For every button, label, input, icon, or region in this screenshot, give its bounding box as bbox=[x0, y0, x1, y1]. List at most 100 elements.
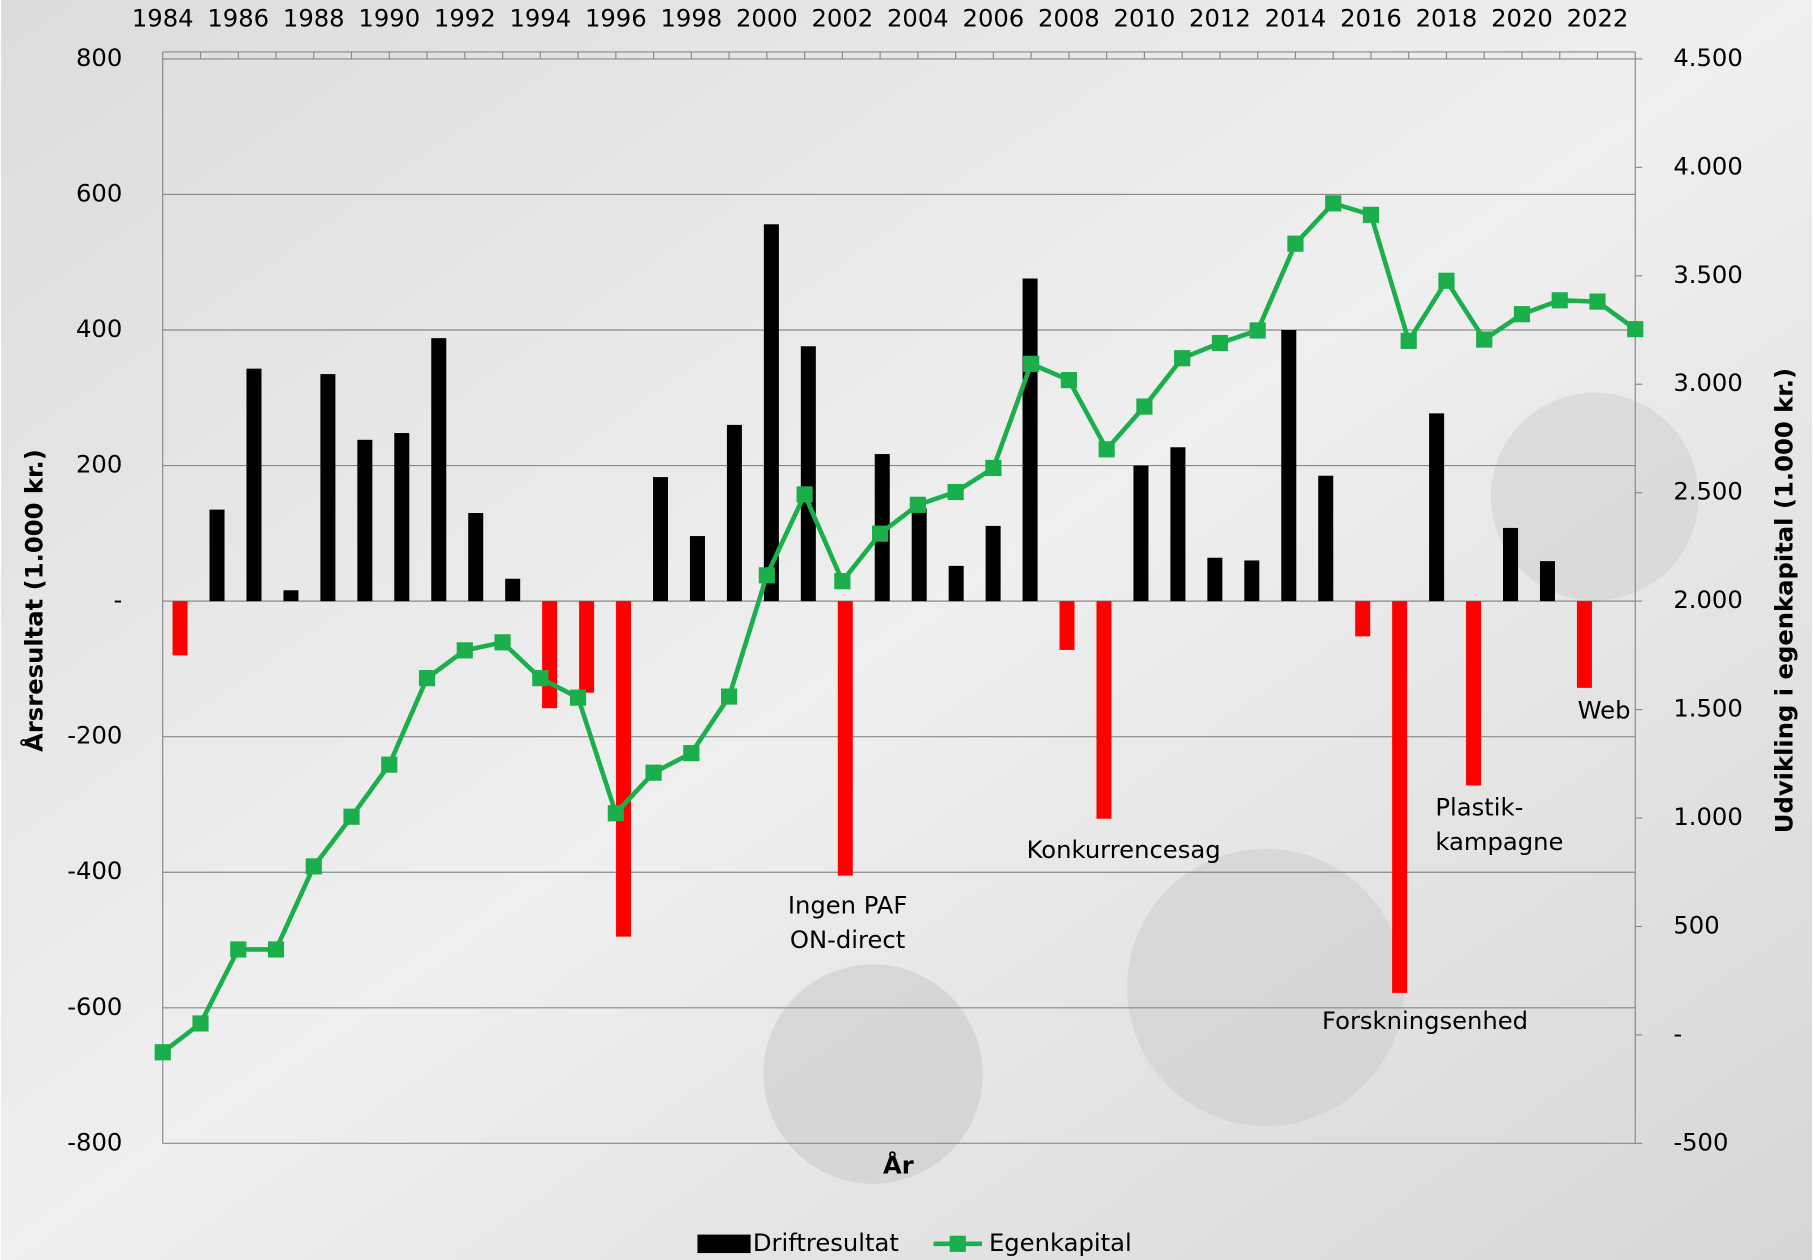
legend-swatch bbox=[950, 1236, 966, 1252]
line-marker bbox=[1476, 331, 1492, 347]
annotation: Forskningsenhed bbox=[1322, 1006, 1528, 1035]
bar bbox=[1207, 558, 1222, 601]
legend-swatch bbox=[697, 1235, 750, 1253]
line-marker bbox=[683, 745, 699, 761]
x-tick-label: 2016 bbox=[1340, 4, 1402, 33]
bar bbox=[283, 590, 298, 601]
bar bbox=[579, 601, 594, 693]
x-tick-label: 1994 bbox=[509, 4, 571, 33]
annotation: ON-direct bbox=[790, 925, 905, 954]
bar bbox=[1355, 601, 1370, 636]
bar bbox=[357, 440, 372, 601]
y-tick-label: -400 bbox=[67, 856, 122, 885]
x-tick-label: 2002 bbox=[811, 4, 873, 33]
line-marker bbox=[985, 460, 1001, 476]
line-marker bbox=[645, 765, 661, 781]
bar bbox=[173, 601, 188, 655]
x-tick-label: 2022 bbox=[1567, 4, 1629, 33]
line-marker bbox=[1401, 333, 1417, 349]
line-marker bbox=[1023, 356, 1039, 372]
line-marker bbox=[1212, 335, 1228, 351]
line-marker bbox=[1627, 321, 1643, 337]
coin-decoration bbox=[1127, 849, 1404, 1126]
y-tick-label: -200 bbox=[67, 721, 122, 750]
y2-tick-label: 4.500 bbox=[1673, 43, 1742, 72]
x-axis-title: År bbox=[883, 1150, 914, 1179]
y-tick-label: 600 bbox=[76, 178, 122, 207]
y2-tick-label: - bbox=[1673, 1019, 1682, 1048]
y-tick-label: -600 bbox=[67, 992, 122, 1021]
annotation: Konkurrencesag bbox=[1027, 835, 1221, 864]
bar bbox=[1503, 528, 1518, 601]
line-marker bbox=[1136, 398, 1152, 414]
y-tick-label: 800 bbox=[76, 43, 122, 72]
annotation: Ingen PAF bbox=[788, 891, 908, 920]
coin-decoration bbox=[763, 964, 982, 1183]
bar bbox=[1023, 279, 1038, 602]
line-marker bbox=[797, 486, 813, 502]
bar bbox=[431, 338, 446, 601]
bar bbox=[949, 566, 964, 601]
y2-tick-label: 1.500 bbox=[1673, 694, 1742, 723]
bar bbox=[1466, 601, 1481, 785]
annotation: Plastik- bbox=[1435, 792, 1523, 821]
line-marker bbox=[230, 941, 246, 957]
y-tick-label: -800 bbox=[67, 1127, 122, 1156]
line-marker bbox=[948, 484, 964, 500]
bar bbox=[1170, 447, 1185, 601]
line-marker bbox=[1099, 441, 1115, 457]
x-tick-label: 1988 bbox=[283, 4, 345, 33]
line-marker bbox=[1287, 236, 1303, 252]
y2-axis-title: Udvikling i egenkapital (1.000 kr.) bbox=[1769, 368, 1798, 833]
bar bbox=[690, 536, 705, 601]
line-marker bbox=[570, 690, 586, 706]
coin-decoration bbox=[1491, 393, 1699, 601]
line-marker bbox=[872, 526, 888, 542]
y-axis-title: Årsresultat (1.000 kr.) bbox=[20, 449, 49, 752]
y2-tick-label: -500 bbox=[1673, 1127, 1728, 1156]
x-tick-label: 1990 bbox=[358, 4, 420, 33]
bar bbox=[653, 477, 668, 601]
line-marker bbox=[608, 805, 624, 821]
bar bbox=[1060, 601, 1075, 650]
bar bbox=[1577, 601, 1592, 688]
annotation: Web bbox=[1578, 695, 1631, 724]
bar bbox=[1540, 561, 1555, 601]
line-marker bbox=[834, 573, 850, 589]
line-marker bbox=[494, 634, 510, 650]
line-marker bbox=[457, 642, 473, 658]
y-tick-label: 400 bbox=[76, 314, 122, 343]
line-marker bbox=[532, 670, 548, 686]
x-tick-label: 1996 bbox=[585, 4, 647, 33]
bar bbox=[764, 224, 779, 601]
x-tick-label: 2006 bbox=[963, 4, 1025, 33]
line-marker bbox=[1514, 306, 1530, 322]
bar bbox=[210, 510, 225, 602]
line-marker bbox=[1174, 350, 1190, 366]
bar bbox=[801, 346, 816, 601]
x-tick-label: 2020 bbox=[1491, 4, 1553, 33]
y2-tick-label: 3.000 bbox=[1673, 368, 1742, 397]
bar bbox=[246, 369, 261, 601]
bar bbox=[1281, 330, 1296, 601]
page: År Årsresultat (1.000 kr.) Udvikling i e… bbox=[0, 0, 1813, 1260]
bar bbox=[1096, 601, 1111, 819]
y2-tick-label: 3.500 bbox=[1673, 260, 1742, 289]
x-tick-label: 2000 bbox=[736, 4, 798, 33]
bar bbox=[394, 433, 409, 601]
y2-tick-label: 2.000 bbox=[1673, 585, 1742, 614]
line-marker bbox=[155, 1044, 171, 1060]
line-marker bbox=[759, 567, 775, 583]
bar bbox=[542, 601, 557, 708]
line-marker bbox=[721, 688, 737, 704]
bar bbox=[1318, 476, 1333, 601]
legend-label: Driftresultat bbox=[753, 1228, 899, 1257]
y2-tick-label: 500 bbox=[1673, 910, 1719, 939]
x-tick-label: 1984 bbox=[132, 4, 194, 33]
bar bbox=[1392, 601, 1407, 993]
y2-tick-label: 2.500 bbox=[1673, 477, 1742, 506]
bar bbox=[616, 601, 631, 937]
line-marker bbox=[381, 757, 397, 773]
bar bbox=[986, 526, 1001, 601]
line-marker bbox=[419, 670, 435, 686]
